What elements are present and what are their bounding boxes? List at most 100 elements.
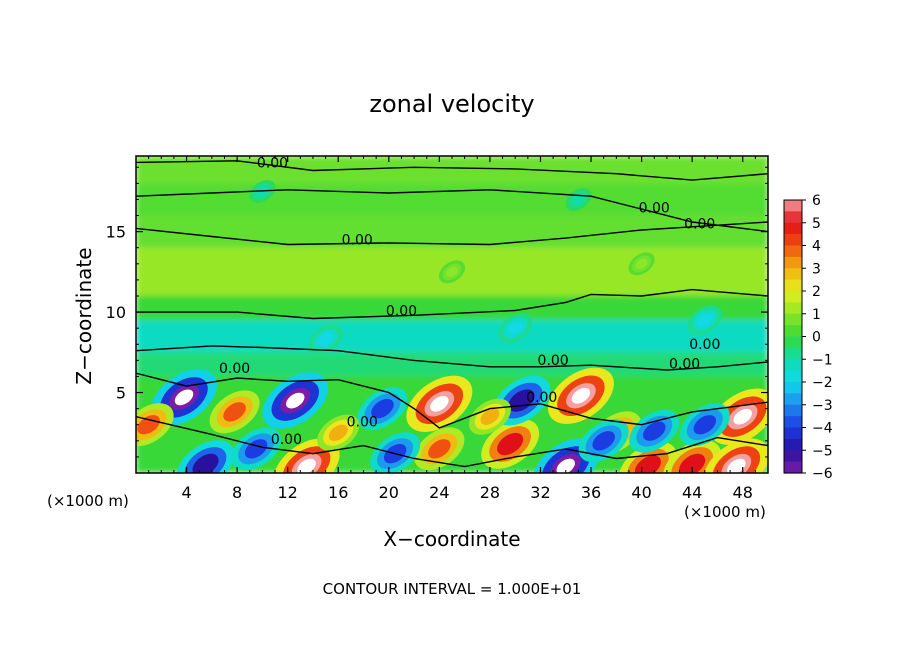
colorbar-segment <box>784 291 802 303</box>
y-axis: 5 10 15 <box>106 166 768 458</box>
feature-ring <box>223 402 246 422</box>
x-tick-label: 8 <box>232 483 242 502</box>
colorbar-segment <box>784 427 802 440</box>
contour-labels: 0.00 0.00 0.00 0.00 0.00 0.00 0.00 0.00 0.00 0.00… <box>219 155 720 448</box>
x-tick-label: 16 <box>328 483 348 502</box>
colorbar-segment <box>784 245 802 258</box>
colorbar-segment <box>784 234 802 247</box>
colorbar-tick-label: 1 <box>812 307 821 323</box>
colorbar-segment <box>784 347 802 360</box>
x-tick-label: 44 <box>682 483 702 502</box>
feature-core <box>556 458 575 473</box>
contour-label: 0.00 <box>219 361 250 377</box>
colorbar-segment <box>784 211 802 224</box>
feature-core <box>430 395 449 412</box>
velocity-feature <box>438 260 466 284</box>
feature-ring <box>572 194 585 205</box>
x-tick-label: 20 <box>379 483 399 502</box>
y-tick-label: 5 <box>116 384 126 403</box>
feature-ring <box>328 424 348 441</box>
velocity-field <box>136 156 768 473</box>
contour-label: 0.00 <box>271 432 302 448</box>
field-band <box>136 215 768 248</box>
velocity-feature <box>406 375 473 432</box>
colorbar-segment <box>784 200 802 212</box>
contour-interval-note: CONTOUR INTERVAL = 1.000E+01 <box>323 580 582 598</box>
velocity-feature <box>308 324 343 355</box>
field-band <box>136 156 768 184</box>
feature-ring <box>480 408 500 425</box>
velocity-feature <box>468 398 511 435</box>
feature-ring <box>635 258 648 269</box>
x-tick-label: 12 <box>278 483 298 502</box>
colorbar-segment <box>784 302 802 315</box>
contour-line <box>136 221 768 246</box>
field-band <box>136 320 768 353</box>
field-band <box>136 352 768 377</box>
x-tick-label: 48 <box>733 483 753 502</box>
feature-core <box>571 387 591 404</box>
feature-core <box>297 458 316 473</box>
colorbar-segment <box>784 279 802 292</box>
colorbar-tick-label: −6 <box>812 466 833 482</box>
contour-label: 0.00 <box>684 216 715 232</box>
velocity-feature <box>663 440 722 473</box>
contour-line <box>136 189 768 233</box>
velocity-feature <box>414 427 465 471</box>
x-axis: 4 8 12 16 20 24 28 32 36 40 44 48 <box>148 156 756 502</box>
contour-label: 0.00 <box>669 356 700 372</box>
colorbar-tick-label: 0 <box>812 330 821 346</box>
contour-line <box>136 160 768 181</box>
colorbar-segment <box>784 256 802 269</box>
y-axis-label: Z−coordinate <box>72 247 96 384</box>
y-tick-label: 15 <box>106 223 126 242</box>
velocity-feature <box>687 305 722 335</box>
x-tick-label: 32 <box>530 483 550 502</box>
contour-label: 0.00 <box>526 390 557 406</box>
contour-label: 0.00 <box>538 353 569 369</box>
colorbar-segment <box>784 370 802 383</box>
colorbar-segment <box>784 416 802 429</box>
x-units-left: (×1000 m) <box>47 492 129 510</box>
feature-ring <box>497 432 524 456</box>
feature-ring <box>679 453 706 473</box>
colorbar-tick-label: −4 <box>812 421 833 437</box>
contour-line <box>136 345 768 371</box>
colorbar-tick-label: −1 <box>812 352 833 368</box>
colorbar-segment <box>784 359 802 372</box>
colorbar-segment <box>784 404 802 417</box>
field-band <box>136 295 768 321</box>
feature-core <box>174 389 194 406</box>
colorbar-segment <box>784 222 802 235</box>
x-tick-label: 4 <box>181 483 191 502</box>
feature-ring <box>642 421 666 441</box>
feature-core <box>286 392 305 409</box>
feature-ring <box>137 415 160 435</box>
colorbar-tick-label: −2 <box>812 375 833 391</box>
velocity-feature <box>679 403 730 447</box>
x-units-right: (×1000 m) <box>684 503 766 521</box>
contour-label: 0.00 <box>347 414 378 430</box>
colorbar-segment <box>784 393 802 406</box>
velocity-feature <box>209 390 260 434</box>
colorbar: 6 5 4 3 2 1 0 −1 −2 −3 −4 −5 −6 <box>783 193 833 482</box>
velocity-feature <box>709 388 768 445</box>
contour-line <box>136 372 768 429</box>
contour-line <box>136 288 768 320</box>
velocity-feature <box>262 372 329 429</box>
feature-ring <box>371 398 394 419</box>
colorbar-segment <box>784 268 802 281</box>
feature-ring <box>446 266 458 278</box>
feature-core <box>733 408 752 425</box>
velocity-feature <box>578 419 629 463</box>
feature-core <box>727 458 746 473</box>
contour-label: 0.00 <box>386 303 417 319</box>
velocity-feature <box>481 419 540 469</box>
colorbar-segment <box>784 325 802 338</box>
colorbar-segment <box>784 461 802 474</box>
colorbar-segment <box>784 438 802 451</box>
feature-ring <box>507 321 523 335</box>
colorbar-segment <box>784 450 802 463</box>
